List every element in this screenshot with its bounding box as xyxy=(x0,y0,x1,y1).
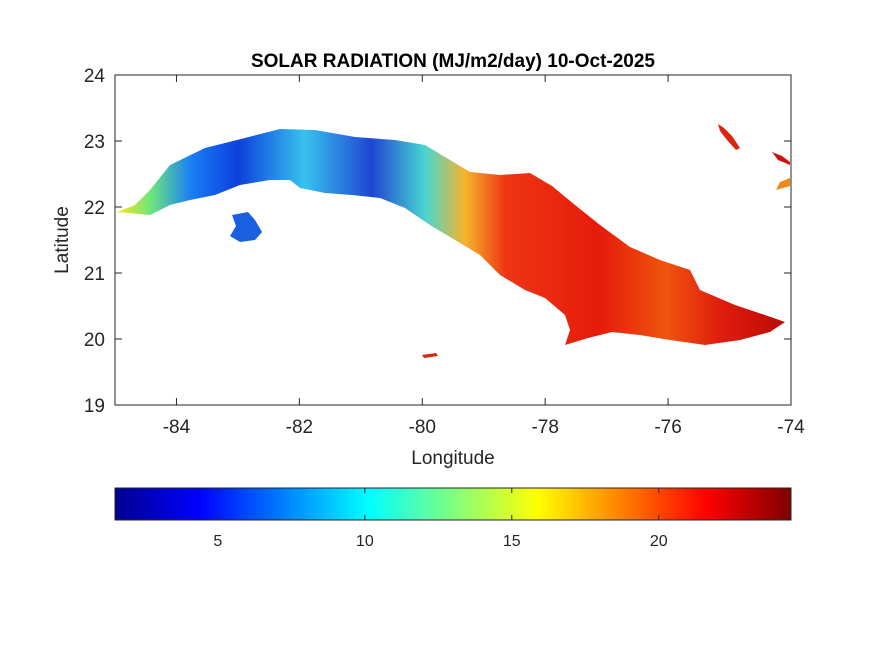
colorbar xyxy=(114,487,792,521)
colorbar-ticks xyxy=(217,488,660,520)
x-axis-label: Longitude xyxy=(411,448,494,469)
y-tick-label: 20 xyxy=(84,330,105,351)
isla-de-la-juventud xyxy=(230,212,262,242)
x-tick-label: -84 xyxy=(163,417,191,438)
y-tick-labels: 19 20 21 22 23 24 xyxy=(84,66,106,417)
colorbar-tick-label: 5 xyxy=(213,533,222,550)
y-tick-label: 23 xyxy=(84,132,105,153)
islet-east-edge-2 xyxy=(776,178,790,190)
colorbar-tick-label: 20 xyxy=(650,533,668,550)
axes-box xyxy=(114,74,792,406)
y-tick-label: 21 xyxy=(84,264,105,285)
islet-east-edge xyxy=(772,152,790,165)
x-tick-label: -74 xyxy=(777,417,805,438)
colorbar-tick-labels: 5 10 15 20 xyxy=(213,533,667,550)
cuba-main-island xyxy=(117,129,785,345)
map-layer xyxy=(117,124,790,358)
chart-title: SOLAR RADIATION (MJ/m2/day) 10-Oct-2025 xyxy=(251,51,655,72)
x-tick-label: -76 xyxy=(654,417,681,438)
y-tick-marks xyxy=(115,74,791,406)
x-tick-label: -78 xyxy=(531,417,558,438)
y-axis-label: Latitude xyxy=(52,206,73,274)
x-tick-label: -80 xyxy=(409,417,436,438)
x-tick-marks xyxy=(175,75,792,405)
y-tick-label: 24 xyxy=(84,66,106,87)
x-tick-label: -82 xyxy=(286,417,313,438)
colorbar-tick-label: 10 xyxy=(356,533,374,550)
islet-south-central xyxy=(422,353,438,358)
x-tick-labels: -84 -82 -80 -78 -76 -74 xyxy=(163,417,805,438)
islet-north-key xyxy=(718,124,740,150)
colorbar-tick-label: 15 xyxy=(503,533,521,550)
y-tick-label: 19 xyxy=(84,396,105,417)
y-tick-label: 22 xyxy=(84,198,105,219)
